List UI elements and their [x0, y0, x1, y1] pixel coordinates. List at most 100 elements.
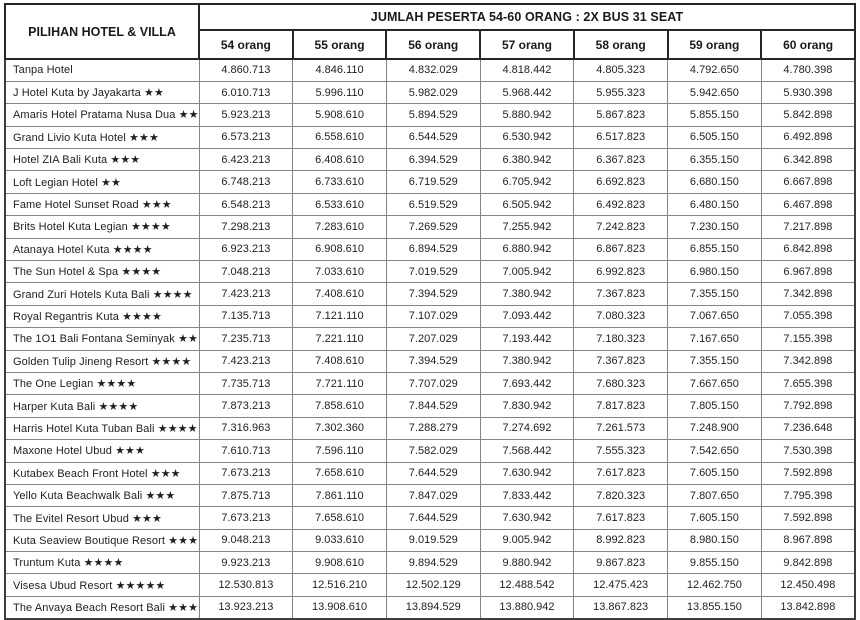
price-cell: 5.908.610	[292, 103, 387, 127]
price-cell: 7.342.898	[760, 282, 856, 306]
price-cell: 7.180.323	[573, 327, 669, 351]
price-cell: 4.860.713	[198, 58, 294, 82]
price-cell: 4.846.110	[292, 58, 387, 82]
column-header-59-orang: 59 orang	[666, 29, 763, 60]
table-row: Harper Kuta Bali ★★★★ 7.873.213 7.858.61…	[4, 394, 856, 418]
price-cell: 7.644.529	[385, 461, 481, 485]
price-cell: 7.355.150	[667, 282, 762, 306]
price-cell: 6.748.213	[198, 170, 294, 194]
price-cell: 7.230.150	[667, 215, 762, 239]
title-row: PILIHAN HOTEL & VILLA JUMLAH PESERTA 54-…	[4, 3, 856, 60]
price-cell: 7.693.442	[479, 371, 575, 396]
price-cell: 9.880.942	[479, 551, 575, 575]
hotel-name-cell: Visesa Ubud Resort ★★★★★	[4, 573, 200, 597]
price-cell: 7.673.213	[198, 506, 294, 530]
column-header-57-orang: 57 orang	[479, 29, 575, 60]
price-cell: 13.855.150	[667, 595, 762, 620]
price-cell: 7.673.213	[198, 461, 294, 485]
price-cell: 7.248.900	[667, 416, 762, 441]
price-cell: 6.492.823	[573, 192, 669, 217]
price-cell: 7.080.323	[573, 304, 669, 329]
price-cell: 6.519.529	[385, 192, 481, 217]
price-cell: 13.923.213	[198, 595, 294, 620]
hotel-name-cell: Yello Kuta Beachwalk Bali ★★★	[4, 483, 200, 508]
hotel-name-cell: Golden Tulip Jineng Resort ★★★★	[4, 349, 200, 373]
table-row: Kuta Seaview Boutique Resort ★★★★ 9.048.…	[4, 528, 856, 553]
hotel-name-cell: The One Legian ★★★★	[4, 371, 200, 396]
price-cell: 7.873.213	[198, 394, 294, 418]
table-row: Tanpa Hotel 4.860.713 4.846.110 4.832.02…	[4, 58, 856, 82]
price-cell: 6.533.610	[292, 192, 387, 217]
price-cell: 7.721.110	[292, 371, 387, 396]
price-cell: 13.867.823	[573, 595, 669, 620]
price-cell: 5.880.942	[479, 103, 575, 127]
price-cell: 13.894.529	[385, 595, 481, 620]
price-cell: 6.408.610	[292, 148, 387, 172]
price-cell: 6.505.150	[667, 125, 762, 150]
price-cell: 6.423.213	[198, 148, 294, 172]
column-header-row: 54 orang 55 orang 56 orang 57 orang 58 o…	[5, 29, 856, 60]
table-row: Harris Hotel Kuta Tuban Bali ★★★★ 7.316.…	[4, 416, 856, 441]
price-cell: 6.505.942	[479, 192, 575, 217]
price-cell: 6.480.150	[667, 192, 762, 217]
price-cell: 4.818.442	[479, 58, 575, 82]
price-cell: 7.302.360	[292, 416, 387, 441]
column-header-54-orang: 54 orang	[198, 29, 294, 60]
hotel-name-cell: Harper Kuta Bali ★★★★	[4, 394, 200, 418]
price-cell: 7.542.650	[667, 439, 762, 463]
price-cell: 7.394.529	[385, 282, 481, 306]
price-cell: 7.167.650	[667, 327, 762, 351]
price-cell: 9.908.610	[292, 551, 387, 575]
price-cell: 7.055.398	[760, 304, 856, 329]
price-cell: 7.217.898	[760, 215, 856, 239]
price-cell: 7.680.323	[573, 371, 669, 396]
price-cell: 7.805.150	[667, 394, 762, 418]
price-cell: 7.155.398	[760, 327, 856, 351]
price-cell: 4.805.323	[573, 58, 669, 82]
price-cell: 7.135.713	[198, 304, 294, 329]
price-cell: 5.855.150	[667, 103, 762, 127]
table-row: Truntum Kuta ★★★★ 9.923.213 9.908.610 9.…	[4, 551, 856, 575]
price-cell: 7.288.279	[385, 416, 481, 441]
hotel-name-cell: Truntum Kuta ★★★★	[4, 551, 200, 575]
price-cell: 7.592.898	[760, 461, 856, 485]
price-cell: 13.880.942	[479, 595, 575, 620]
price-cell: 7.394.529	[385, 349, 481, 373]
price-cell: 7.408.610	[292, 349, 387, 373]
price-cell: 7.655.398	[760, 371, 856, 396]
price-cell: 7.283.610	[292, 215, 387, 239]
hotel-name-cell: The Sun Hotel & Spa ★★★★	[4, 260, 200, 284]
price-cell: 7.235.713	[198, 327, 294, 351]
price-cell: 7.221.110	[292, 327, 387, 351]
price-cell: 7.423.213	[198, 349, 294, 373]
price-cell: 12.462.750	[667, 573, 762, 597]
price-cell: 6.705.942	[479, 170, 575, 194]
price-cell: 5.982.029	[385, 80, 481, 105]
price-cell: 6.967.898	[760, 260, 856, 284]
price-cell: 7.380.942	[479, 349, 575, 373]
table-row: Hotel ZIA Bali Kuta ★★★ 6.423.213 6.408.…	[4, 148, 856, 172]
price-cell: 5.968.442	[479, 80, 575, 105]
price-cell: 4.792.650	[667, 58, 762, 82]
price-cell: 5.930.398	[760, 80, 856, 105]
price-cell: 12.488.542	[479, 573, 575, 597]
price-cell: 7.019.529	[385, 260, 481, 284]
price-cell: 7.630.942	[479, 461, 575, 485]
price-cell: 6.367.823	[573, 148, 669, 172]
price-cell: 9.894.529	[385, 551, 481, 575]
price-cell: 7.107.029	[385, 304, 481, 329]
hotel-table-body: Tanpa Hotel 4.860.713 4.846.110 4.832.02…	[4, 58, 856, 620]
table-row: The Evitel Resort Ubud ★★★ 7.673.213 7.6…	[4, 506, 856, 530]
price-cell: 6.548.213	[198, 192, 294, 217]
table-row: Royal Regantris Kuta ★★★★ 7.135.713 7.12…	[4, 304, 856, 329]
table-row: Fame Hotel Sunset Road ★★★ 6.548.213 6.5…	[4, 192, 856, 217]
price-cell: 6.517.823	[573, 125, 669, 150]
price-cell: 6.394.529	[385, 148, 481, 172]
price-cell: 6.733.610	[292, 170, 387, 194]
hotel-name-cell: Grand Zuri Hotels Kuta Bali ★★★★	[4, 282, 200, 306]
price-cell: 7.367.823	[573, 282, 669, 306]
hotel-name-cell: The Anvaya Beach Resort Bali ★★★★★	[4, 595, 200, 620]
price-cell: 7.658.610	[292, 506, 387, 530]
price-cell: 7.261.573	[573, 416, 669, 441]
price-cell: 8.992.823	[573, 528, 669, 553]
